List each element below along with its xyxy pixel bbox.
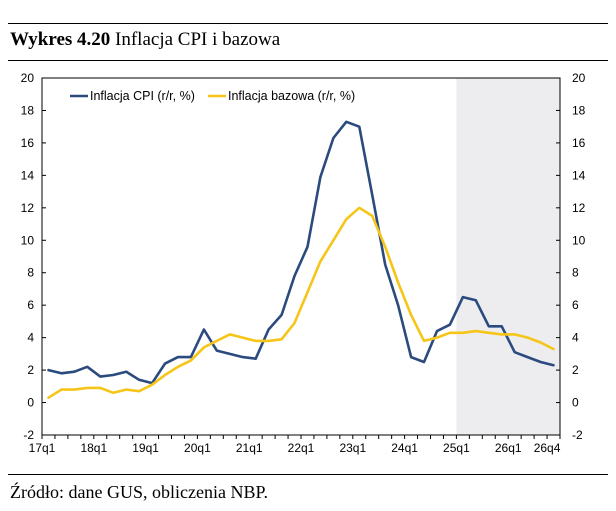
x-tick-label: 26q4: [534, 441, 561, 455]
y-tick-label-left: 16: [21, 136, 35, 150]
source-note: Źródło: dane GUS, obliczenia NBP.: [10, 482, 268, 502]
cpi-core-inflation-chart: -2 -2 0 0 2 2 4 4 6 6 8 8 10 10 12 12 14 14 16 16 18 18 20 20 17…: [21, 71, 586, 455]
figure-caption: Inflacja CPI i bazowa: [110, 29, 281, 50]
x-tick-label: 26q1: [495, 441, 522, 455]
y-tick-label-right: 14: [572, 168, 586, 182]
y-tick-label-right: 10: [572, 233, 586, 247]
x-tick-label: 20q1: [184, 441, 211, 455]
x-tick-label: 18q1: [80, 441, 107, 455]
y-tick-label-left: 10: [21, 233, 35, 247]
y-tick-label-left: 2: [27, 363, 34, 377]
series-line-cpi: [47, 120, 555, 385]
projection-shade: [456, 78, 560, 435]
figure-title: Wykres 4.20 Inflacja CPI i bazowa: [10, 29, 280, 51]
y-tick-label-right: 8: [572, 266, 579, 280]
y-tick-label-left: 6: [27, 298, 34, 312]
y-tick-label-left: 4: [27, 331, 34, 345]
x-tick-label: 23q1: [339, 441, 366, 455]
legend-label-core: Inflacja bazowa (r/r, %): [228, 89, 355, 103]
y-tick-label-right: 6: [572, 298, 579, 312]
y-tick-label-left: 18: [21, 103, 35, 117]
figure-number: Wykres 4.20: [10, 29, 111, 50]
series-line-core: [47, 206, 555, 399]
y-tick-label-left: -2: [23, 428, 34, 442]
x-tick-label: 25q1: [443, 441, 470, 455]
bottom-rule: [8, 474, 608, 475]
x-tick-label: 24q1: [391, 441, 418, 455]
y-tick-label-left: 0: [27, 396, 34, 410]
y-tick-label-right: -2: [572, 428, 583, 442]
y-tick-label-right: 12: [572, 201, 586, 215]
top-rule: [8, 23, 608, 24]
y-tick-label-left: 12: [21, 201, 35, 215]
y-tick-label-right: 20: [572, 71, 586, 85]
y-tick-label-right: 18: [572, 103, 586, 117]
y-tick-label-right: 2: [572, 363, 579, 377]
x-tick-label: 21q1: [236, 441, 263, 455]
title-rule: [8, 60, 608, 61]
x-tick-label: 17q1: [29, 441, 56, 455]
y-tick-label-left: 14: [21, 168, 35, 182]
x-tick-label: 19q1: [132, 441, 159, 455]
legend-label-cpi: Inflacja CPI (r/r, %): [90, 89, 195, 103]
y-tick-label-right: 0: [572, 396, 579, 410]
y-tick-label-right: 16: [572, 136, 586, 150]
y-tick-label-left: 20: [21, 71, 35, 85]
y-tick-label-right: 4: [572, 331, 579, 345]
y-tick-label-left: 8: [27, 266, 34, 280]
x-tick-label: 22q1: [288, 441, 315, 455]
